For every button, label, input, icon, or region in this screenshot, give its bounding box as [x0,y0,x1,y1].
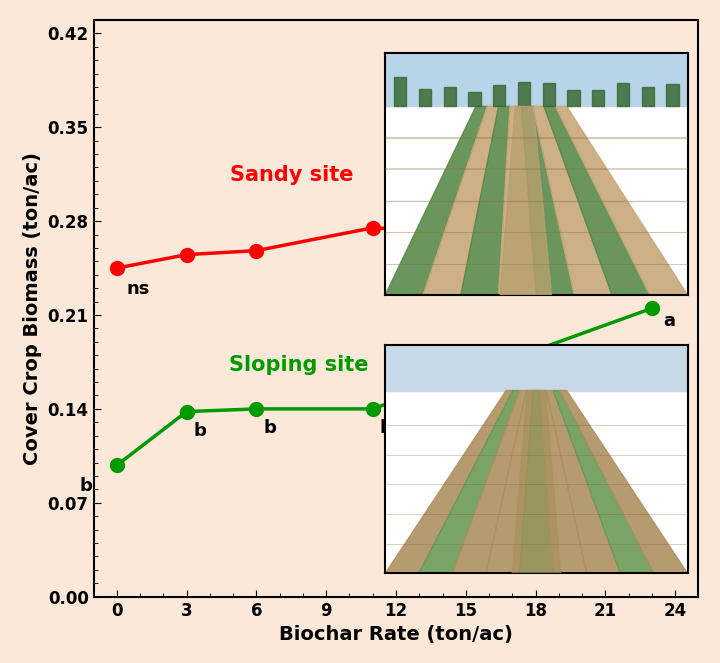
Text: Sloping site: Sloping site [228,355,368,375]
Polygon shape [385,391,513,573]
Polygon shape [533,106,612,295]
Text: b: b [80,477,92,495]
Text: Sandy site: Sandy site [230,165,353,185]
Polygon shape [560,391,688,573]
Bar [469,84,480,106]
Polygon shape [520,391,553,573]
Bar [395,80,406,106]
Polygon shape [500,106,552,295]
Text: b: b [194,422,207,440]
Polygon shape [461,106,510,295]
Y-axis label: Cover Crop Biomass (ton/ac): Cover Crop Biomass (ton/ac) [23,152,42,465]
Polygon shape [544,106,649,295]
Polygon shape [486,391,533,573]
Bar [493,90,505,106]
Text: a: a [664,312,675,330]
Bar [593,86,604,106]
Polygon shape [521,106,575,295]
Polygon shape [540,391,587,573]
Bar [419,78,431,106]
Text: b: b [379,419,392,437]
Polygon shape [512,391,561,573]
Bar [667,78,678,106]
Bar [385,345,688,391]
Bar [642,86,654,106]
Text: ns: ns [126,280,150,298]
X-axis label: Biochar Rate (ton/ac): Biochar Rate (ton/ac) [279,625,513,644]
Polygon shape [452,391,526,573]
Bar [444,84,456,106]
Bar [543,90,555,106]
Polygon shape [555,106,688,295]
Bar [518,82,530,106]
Polygon shape [553,391,654,573]
Text: b: b [264,419,276,437]
Bar [617,83,629,106]
Polygon shape [423,106,498,295]
Polygon shape [419,391,520,573]
Bar [385,53,688,106]
Polygon shape [498,106,536,295]
Bar [567,89,580,106]
Polygon shape [546,391,621,573]
Polygon shape [385,106,487,295]
